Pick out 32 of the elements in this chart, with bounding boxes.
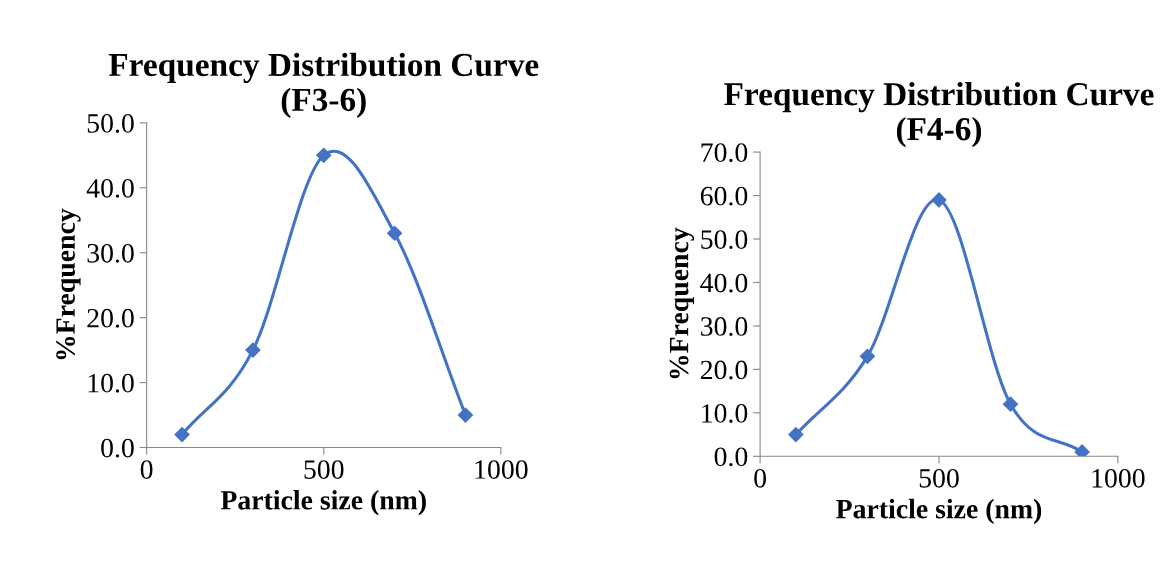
- point: [859, 348, 876, 364]
- y-tick-label: 60.0: [700, 186, 748, 206]
- y-tick-label: 0.0: [101, 438, 134, 458]
- point: [1074, 444, 1090, 457]
- y-tick-label: 20.0: [87, 308, 134, 328]
- x-axis-title: Particle size (nm): [220, 490, 426, 516]
- y-tick-label: 30.0: [87, 243, 134, 263]
- y-axis-title: %Frequency: [669, 227, 695, 379]
- y-tick-label: 20.0: [700, 360, 748, 380]
- y-axis-title: %Frequency: [56, 208, 81, 360]
- point: [316, 147, 332, 163]
- x-tick-label: 0: [140, 460, 153, 479]
- x-axis-title: Particle size (nm): [836, 498, 1042, 525]
- y-tick-label: 50.0: [701, 230, 748, 250]
- x-tick-label: 500: [919, 468, 959, 488]
- point: [387, 225, 403, 241]
- x-tick-label: 1000: [1092, 468, 1145, 488]
- x-tick-label: 0: [754, 468, 766, 488]
- y-tick-label: 40.0: [700, 273, 748, 293]
- point: [457, 407, 474, 423]
- y-tick-label: 10.0: [702, 404, 748, 423]
- point: [245, 342, 261, 358]
- y-tick-label: 10.0: [88, 373, 134, 393]
- x-tick-label: 500: [304, 460, 344, 479]
- point: [931, 192, 947, 208]
- y-tick-label: 30.0: [701, 317, 748, 336]
- y-tick-label: 0.0: [714, 447, 748, 467]
- y-tick-label: 40.0: [86, 178, 134, 198]
- point: [1002, 396, 1019, 412]
- x-tick-label: 1000: [475, 460, 528, 479]
- point: [174, 426, 190, 443]
- point: [788, 427, 804, 443]
